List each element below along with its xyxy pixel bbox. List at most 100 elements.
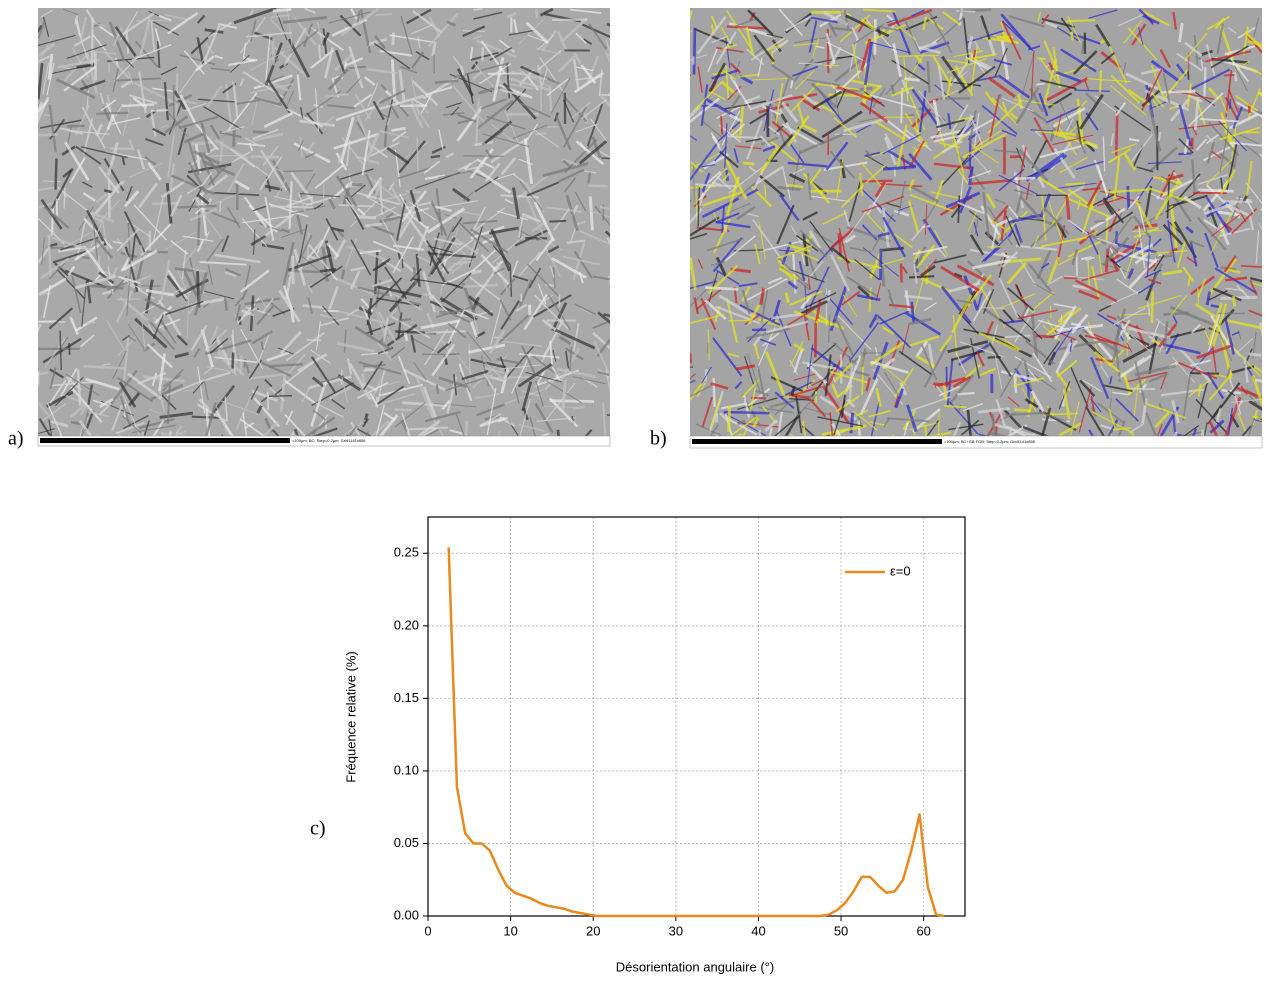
- texture-stroke: [1118, 13, 1146, 27]
- texture-stroke: [217, 351, 238, 376]
- texture-stroke: [389, 308, 398, 318]
- texture-stroke: [475, 98, 480, 144]
- texture-stroke: [310, 49, 335, 70]
- texture-stroke: [605, 40, 610, 55]
- texture-stroke: [239, 418, 266, 436]
- texture-stroke: [1081, 256, 1092, 261]
- texture-stroke: [960, 174, 964, 200]
- plot-frame: [427, 516, 966, 917]
- texture-stroke: [256, 305, 275, 325]
- texture-stroke: [781, 165, 789, 192]
- texture-stroke: [186, 183, 203, 195]
- texture-stroke: [144, 298, 172, 314]
- x-tick-label: 10: [503, 923, 517, 938]
- texture-stroke: [697, 259, 704, 270]
- texture-stroke: [1197, 383, 1202, 397]
- texture-stroke: [725, 65, 730, 99]
- texture-stroke: [225, 268, 242, 277]
- texture-stroke: [496, 358, 522, 365]
- texture-stroke: [81, 106, 106, 149]
- texture-stroke: [437, 239, 474, 267]
- texture-stroke: [366, 67, 398, 75]
- texture-stroke: [1111, 143, 1137, 154]
- texture-stroke: [727, 352, 740, 358]
- texture-stroke: [778, 249, 795, 252]
- texture-stroke: [411, 51, 425, 69]
- texture-stroke: [742, 161, 755, 166]
- texture-stroke: [523, 293, 549, 331]
- texture-stroke: [1234, 94, 1259, 112]
- texture-stroke: [1045, 21, 1058, 29]
- texture-stroke: [901, 324, 910, 356]
- texture-stroke: [54, 158, 58, 190]
- texture-stroke: [712, 377, 716, 407]
- texture-stroke: [136, 19, 168, 22]
- texture-stroke: [261, 297, 275, 314]
- texture-stroke: [332, 180, 353, 199]
- texture-stroke: [763, 89, 775, 132]
- texture-stroke: [179, 54, 216, 66]
- texture-stroke: [542, 161, 589, 178]
- texture-stroke: [327, 68, 349, 91]
- texture-stroke: [1148, 333, 1162, 341]
- texture-stroke: [473, 11, 503, 20]
- texture-stroke: [1069, 339, 1073, 352]
- texture-stroke: [789, 433, 795, 436]
- texture-stroke: [335, 175, 358, 208]
- texture-stroke: [351, 184, 366, 198]
- panel-label: b): [650, 428, 667, 450]
- texture-stroke: [199, 371, 231, 383]
- texture-stroke: [405, 189, 421, 194]
- texture-stroke: [1030, 291, 1055, 312]
- texture-stroke: [1065, 194, 1071, 220]
- texture-stroke: [475, 374, 493, 380]
- texture-stroke: [1117, 420, 1126, 436]
- texture-stroke: [727, 85, 742, 101]
- texture-stroke: [260, 341, 264, 351]
- texture-stroke: [38, 98, 49, 115]
- texture-stroke: [1000, 293, 1036, 309]
- texture-stroke: [1134, 364, 1176, 377]
- texture-stroke: [420, 319, 460, 330]
- texture-stroke: [38, 25, 43, 34]
- texture-stroke: [354, 93, 371, 120]
- texture-stroke: [422, 271, 437, 313]
- texture-stroke: [196, 205, 201, 249]
- texture-stroke: [92, 34, 107, 51]
- texture-stroke: [513, 19, 519, 34]
- texture-stroke: [535, 237, 555, 262]
- texture-stroke: [259, 156, 283, 191]
- texture-stroke: [304, 8, 316, 14]
- texture-stroke: [840, 184, 865, 208]
- texture-stroke: [1201, 49, 1213, 56]
- texture-stroke: [998, 277, 1019, 318]
- texture-stroke: [396, 200, 407, 241]
- texture-stroke: [377, 94, 425, 111]
- texture-stroke: [112, 68, 119, 92]
- texture-stroke: [808, 230, 822, 250]
- texture-stroke: [76, 369, 82, 406]
- texture-stroke: [1235, 101, 1262, 118]
- texture-stroke: [941, 139, 963, 154]
- texture-stroke: [340, 8, 379, 37]
- texture-stroke: [825, 32, 836, 65]
- texture-stroke: [457, 221, 490, 253]
- texture-stroke: [894, 388, 904, 409]
- texture-stroke: [690, 313, 724, 325]
- texture-stroke: [711, 278, 715, 288]
- texture-stroke: [46, 403, 63, 436]
- texture-stroke: [861, 224, 878, 241]
- texture-stroke: [260, 209, 299, 240]
- texture-stroke: [956, 299, 973, 304]
- texture-stroke: [391, 126, 406, 132]
- texture-stroke: [325, 218, 339, 241]
- texture-stroke: [908, 178, 915, 191]
- texture-stroke: [551, 302, 568, 332]
- texture-stroke: [339, 116, 355, 163]
- texture-stroke: [886, 417, 930, 423]
- texture-stroke: [47, 235, 52, 276]
- texture-stroke: [157, 299, 182, 337]
- texture-stroke: [159, 411, 194, 419]
- texture-stroke: [755, 166, 783, 185]
- texture-stroke: [1018, 309, 1058, 320]
